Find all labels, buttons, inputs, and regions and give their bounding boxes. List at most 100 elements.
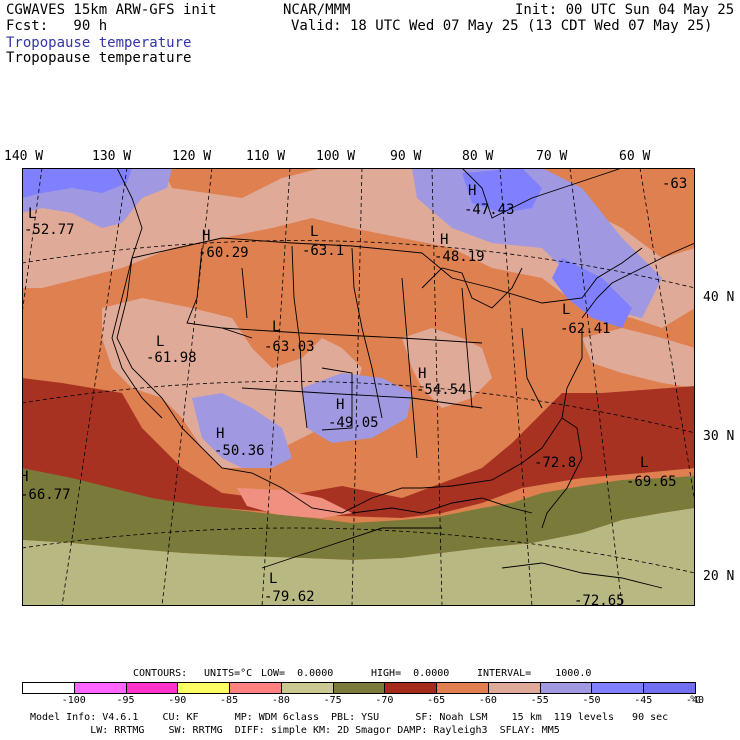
lat-label-30n: 30 N (703, 429, 735, 444)
map-label-12-value: -66.77 (22, 487, 71, 503)
map-label-5-value: -63 (662, 176, 687, 192)
political-borders (116, 237, 643, 514)
contours-high: HIGH= 0.0000 (371, 668, 450, 679)
extrema-labels: L -52.77 H -60.29 L -63.1 H -47.43 H -48… (22, 176, 687, 606)
lon-label-80w: 80 W (462, 149, 494, 164)
region-tan-central (402, 328, 492, 408)
region-blue-southwest (192, 393, 292, 468)
lon-label-70w: 70 W (536, 149, 568, 164)
colorbar-tick-label: -65 (427, 695, 446, 706)
colorbar-swatch (487, 682, 541, 694)
lon-label-110w: 110 W (246, 149, 286, 164)
region-khaki-south (22, 508, 695, 606)
lon-label-120w: 120 W (172, 149, 212, 164)
map-label-14-value: -69.65 (626, 474, 677, 490)
region-deepred-band (22, 378, 695, 518)
colorbar-tick-label: -70 (375, 695, 394, 706)
region-blue-plains (302, 373, 412, 443)
map-label-15-letter: L (269, 571, 277, 587)
map-label-16-value: -72.65 (574, 593, 625, 606)
colorbar-tick-label: -80 (271, 695, 290, 706)
map-label-0-letter: L (28, 206, 36, 222)
colorbar-swatch (591, 682, 645, 694)
colorbar-tick-label: -45 (634, 695, 653, 706)
region-tan-east (582, 328, 695, 388)
valid-time: Valid: 18 UTC Wed 07 May 25 (13 CDT Wed … (291, 18, 713, 34)
map-label-1-letter: H (202, 228, 210, 244)
tropopause-temperature-map: L -52.77 H -60.29 L -63.1 H -47.43 H -48… (22, 168, 695, 606)
colorbar-swatch (177, 682, 231, 694)
map-label-1-value: -60.29 (198, 245, 249, 261)
map-frame (22, 168, 695, 606)
colorbar-tick-label: -90 (168, 695, 187, 706)
contours-low: LOW= 0.0000 (261, 668, 334, 679)
forecast-hour: Fcst: 90 h (6, 18, 108, 34)
contours-label: CONTOURS: (133, 668, 188, 679)
contours-interval: INTERVAL= 1000.0 (477, 668, 592, 679)
coastlines (111, 168, 695, 589)
map-label-6-letter: L (156, 334, 164, 350)
map-label-10-letter: H (336, 397, 344, 413)
map-label-9-value: -54.54 (416, 382, 467, 398)
organization: NCAR/MMM (283, 2, 351, 18)
colorbar-swatch (280, 682, 334, 694)
parallel-lines (22, 240, 695, 574)
colorbar-tick-label: -55 (530, 695, 549, 706)
colorbar-swatch (436, 682, 489, 694)
map-label-13-value: -72.8 (534, 455, 576, 471)
field-title-blue: Tropopause temperature (6, 35, 192, 51)
colorbar-swatch (384, 682, 438, 694)
region-blue-newengland (552, 258, 632, 328)
map-label-10-value: -49.05 (328, 415, 379, 431)
colorbar-tick-label: -95 (116, 695, 135, 706)
map-label-4-letter: H (440, 232, 448, 248)
colorbar-tick-label: -100 (61, 695, 86, 706)
map-label-12-letter: H (22, 469, 28, 485)
lat-label-40n: 40 N (703, 290, 735, 305)
region-olive-band (22, 468, 695, 560)
region-tan-west (102, 298, 362, 468)
map-label-4-value: -48.19 (434, 249, 485, 265)
map-label-0-value: -52.77 (24, 222, 75, 238)
lon-label-140w: 140 W (4, 149, 44, 164)
map-label-11-value: -50.36 (214, 443, 265, 459)
map-label-14-letter: L (640, 455, 648, 471)
map-label-3-letter: H (468, 183, 476, 199)
colorbar-tick-label: -75 (323, 695, 342, 706)
colorbar-swatch (643, 682, 696, 694)
lon-label-90w: 90 W (390, 149, 422, 164)
map-label-8-letter: L (562, 302, 570, 318)
region-blue-northwest-core (22, 168, 132, 198)
colorbar-tick-label: -85 (220, 695, 239, 706)
field-title-black: Tropopause temperature (6, 50, 192, 66)
map-label-2-letter: L (310, 224, 318, 240)
footer-physics-info: LW: RRTMG SW: RRTMG DIFF: simple KM: 2D … (30, 725, 560, 736)
colorbar-swatch (125, 682, 179, 694)
map-label-6-value: -61.98 (146, 350, 197, 366)
colorbar-swatch (332, 682, 386, 694)
colorbar-unit: °C (689, 695, 702, 706)
model-title: CGWAVES 15km ARW-GFS init (6, 2, 217, 18)
map-label-7-value: -63.03 (264, 339, 315, 355)
map-label-2-value: -63.1 (302, 243, 344, 259)
footer-model-info: Model Info: V4.6.1 CU: KF MP: WDM 6class… (30, 712, 669, 723)
lon-label-130w: 130 W (92, 149, 132, 164)
colorbar-swatch (229, 682, 282, 694)
map-label-3-value: -47.43 (464, 202, 515, 218)
colorbar-tick-label: -40 (685, 695, 705, 706)
lon-label-60w: 60 W (619, 149, 651, 164)
colorbar-swatch (22, 682, 75, 694)
meridian-lines (22, 168, 695, 606)
map-label-15-value: -79.62 (264, 589, 315, 605)
contours-units: UNITS=°C (204, 668, 253, 679)
colorbar-tick-label: -50 (582, 695, 601, 706)
lon-label-100w: 100 W (316, 149, 356, 164)
colorbar-swatch (73, 682, 127, 694)
region-salmon-mexico (237, 488, 352, 518)
map-label-8-value: -62.41 (560, 321, 611, 337)
map-label-7-letter: L (272, 319, 280, 335)
colorbar-swatch (539, 682, 593, 694)
init-time: Init: 00 UTC Sun 04 May 25 (515, 2, 735, 18)
lat-label-20n: 20 N (703, 569, 735, 584)
map-label-11-letter: H (216, 426, 224, 442)
